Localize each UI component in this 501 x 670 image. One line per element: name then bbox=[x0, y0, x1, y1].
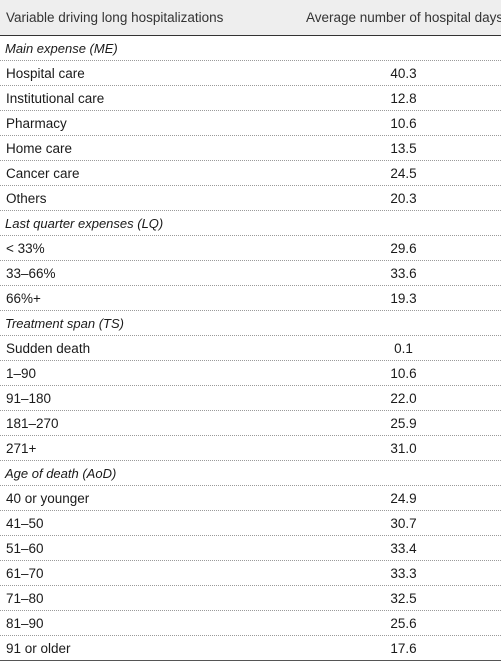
table-row: 81–90 25.6 bbox=[0, 611, 501, 636]
row-label: Sudden death bbox=[6, 340, 91, 356]
row-value: 10.6 bbox=[390, 115, 417, 131]
table-row: Home care 13.5 bbox=[0, 136, 501, 161]
row-label: 71–80 bbox=[6, 590, 44, 606]
row-label: Hospital care bbox=[6, 65, 85, 81]
table-row: 66%+ 19.3 bbox=[0, 286, 501, 311]
table-row: Cancer care 24.5 bbox=[0, 161, 501, 186]
section-header-row: Age of death (AoD) bbox=[0, 461, 501, 486]
table-row: 61–70 33.3 bbox=[0, 561, 501, 586]
table-row: 91 or older 17.6 bbox=[0, 636, 501, 661]
table-row: 51–60 33.4 bbox=[0, 536, 501, 561]
table-row: Hospital care 40.3 bbox=[0, 61, 501, 86]
row-value: 13.5 bbox=[390, 140, 417, 156]
table-row: 33–66% 33.6 bbox=[0, 261, 501, 286]
section-title: Age of death (AoD) bbox=[5, 465, 117, 481]
section-title: Main expense (ME) bbox=[5, 40, 118, 56]
table-header: Variable driving long hospitalizations A… bbox=[0, 0, 501, 36]
row-value: 32.5 bbox=[390, 590, 417, 606]
row-value: 22.0 bbox=[390, 390, 417, 406]
row-label: 61–70 bbox=[6, 565, 44, 581]
section-header-row: Main expense (ME) bbox=[0, 36, 501, 61]
row-label: 81–90 bbox=[6, 615, 44, 631]
table-row: 41–50 30.7 bbox=[0, 511, 501, 536]
table-row: Institutional care 12.8 bbox=[0, 86, 501, 111]
row-value: 24.5 bbox=[390, 165, 417, 181]
row-label: 91 or older bbox=[6, 640, 71, 656]
row-label: Others bbox=[6, 190, 47, 206]
section-header-row: Last quarter expenses (LQ) bbox=[0, 211, 501, 236]
row-value: 25.6 bbox=[390, 615, 417, 631]
column-header-variable: Variable driving long hospitalizations bbox=[6, 10, 224, 25]
row-value: 10.6 bbox=[390, 365, 417, 381]
column-header-average-days: Average number of hospital days bbox=[306, 10, 501, 25]
table-row: 91–180 22.0 bbox=[0, 386, 501, 411]
row-label: < 33% bbox=[6, 240, 45, 256]
section-title: Treatment span (TS) bbox=[5, 315, 124, 331]
row-value: 12.8 bbox=[390, 90, 417, 106]
table-row: 40 or younger 24.9 bbox=[0, 486, 501, 511]
row-label: 91–180 bbox=[6, 390, 52, 406]
row-label: 40 or younger bbox=[6, 490, 90, 506]
row-value: 17.6 bbox=[390, 640, 417, 656]
row-value: 24.9 bbox=[390, 490, 417, 506]
row-label: Cancer care bbox=[6, 165, 80, 181]
row-label: 1–90 bbox=[6, 365, 37, 381]
row-value: 0.1 bbox=[394, 340, 413, 356]
row-label: 66%+ bbox=[6, 290, 41, 306]
row-value: 29.6 bbox=[390, 240, 417, 256]
table-row: 71–80 32.5 bbox=[0, 586, 501, 611]
row-label: 51–60 bbox=[6, 540, 44, 556]
table-row: < 33% 29.6 bbox=[0, 236, 501, 261]
row-value: 25.9 bbox=[390, 415, 417, 431]
row-label: 33–66% bbox=[6, 265, 56, 281]
row-label: 41–50 bbox=[6, 515, 44, 531]
table-row: 181–270 25.9 bbox=[0, 411, 501, 436]
row-label: Institutional care bbox=[6, 90, 105, 106]
row-label: 181–270 bbox=[6, 415, 59, 431]
row-label: 271+ bbox=[6, 440, 37, 456]
section-title: Last quarter expenses (LQ) bbox=[5, 215, 164, 231]
row-value: 30.7 bbox=[390, 515, 417, 531]
table-row: Sudden death 0.1 bbox=[0, 336, 501, 361]
section-header-row: Treatment span (TS) bbox=[0, 311, 501, 336]
row-value: 33.6 bbox=[390, 265, 417, 281]
row-value: 33.3 bbox=[390, 565, 417, 581]
row-label: Home care bbox=[6, 140, 73, 156]
row-label: Pharmacy bbox=[6, 115, 67, 131]
table-row: 1–90 10.6 bbox=[0, 361, 501, 386]
table-row: Others 20.3 bbox=[0, 186, 501, 211]
row-value: 31.0 bbox=[390, 440, 417, 456]
table-row: Pharmacy 10.6 bbox=[0, 111, 501, 136]
row-value: 19.3 bbox=[390, 290, 417, 306]
table-row: 271+ 31.0 bbox=[0, 436, 501, 461]
row-value: 40.3 bbox=[390, 65, 417, 81]
row-value: 20.3 bbox=[390, 190, 417, 206]
table-body: Main expense (ME) Hospital care 40.3 Instit… bbox=[0, 36, 501, 661]
row-value: 33.4 bbox=[390, 540, 417, 556]
